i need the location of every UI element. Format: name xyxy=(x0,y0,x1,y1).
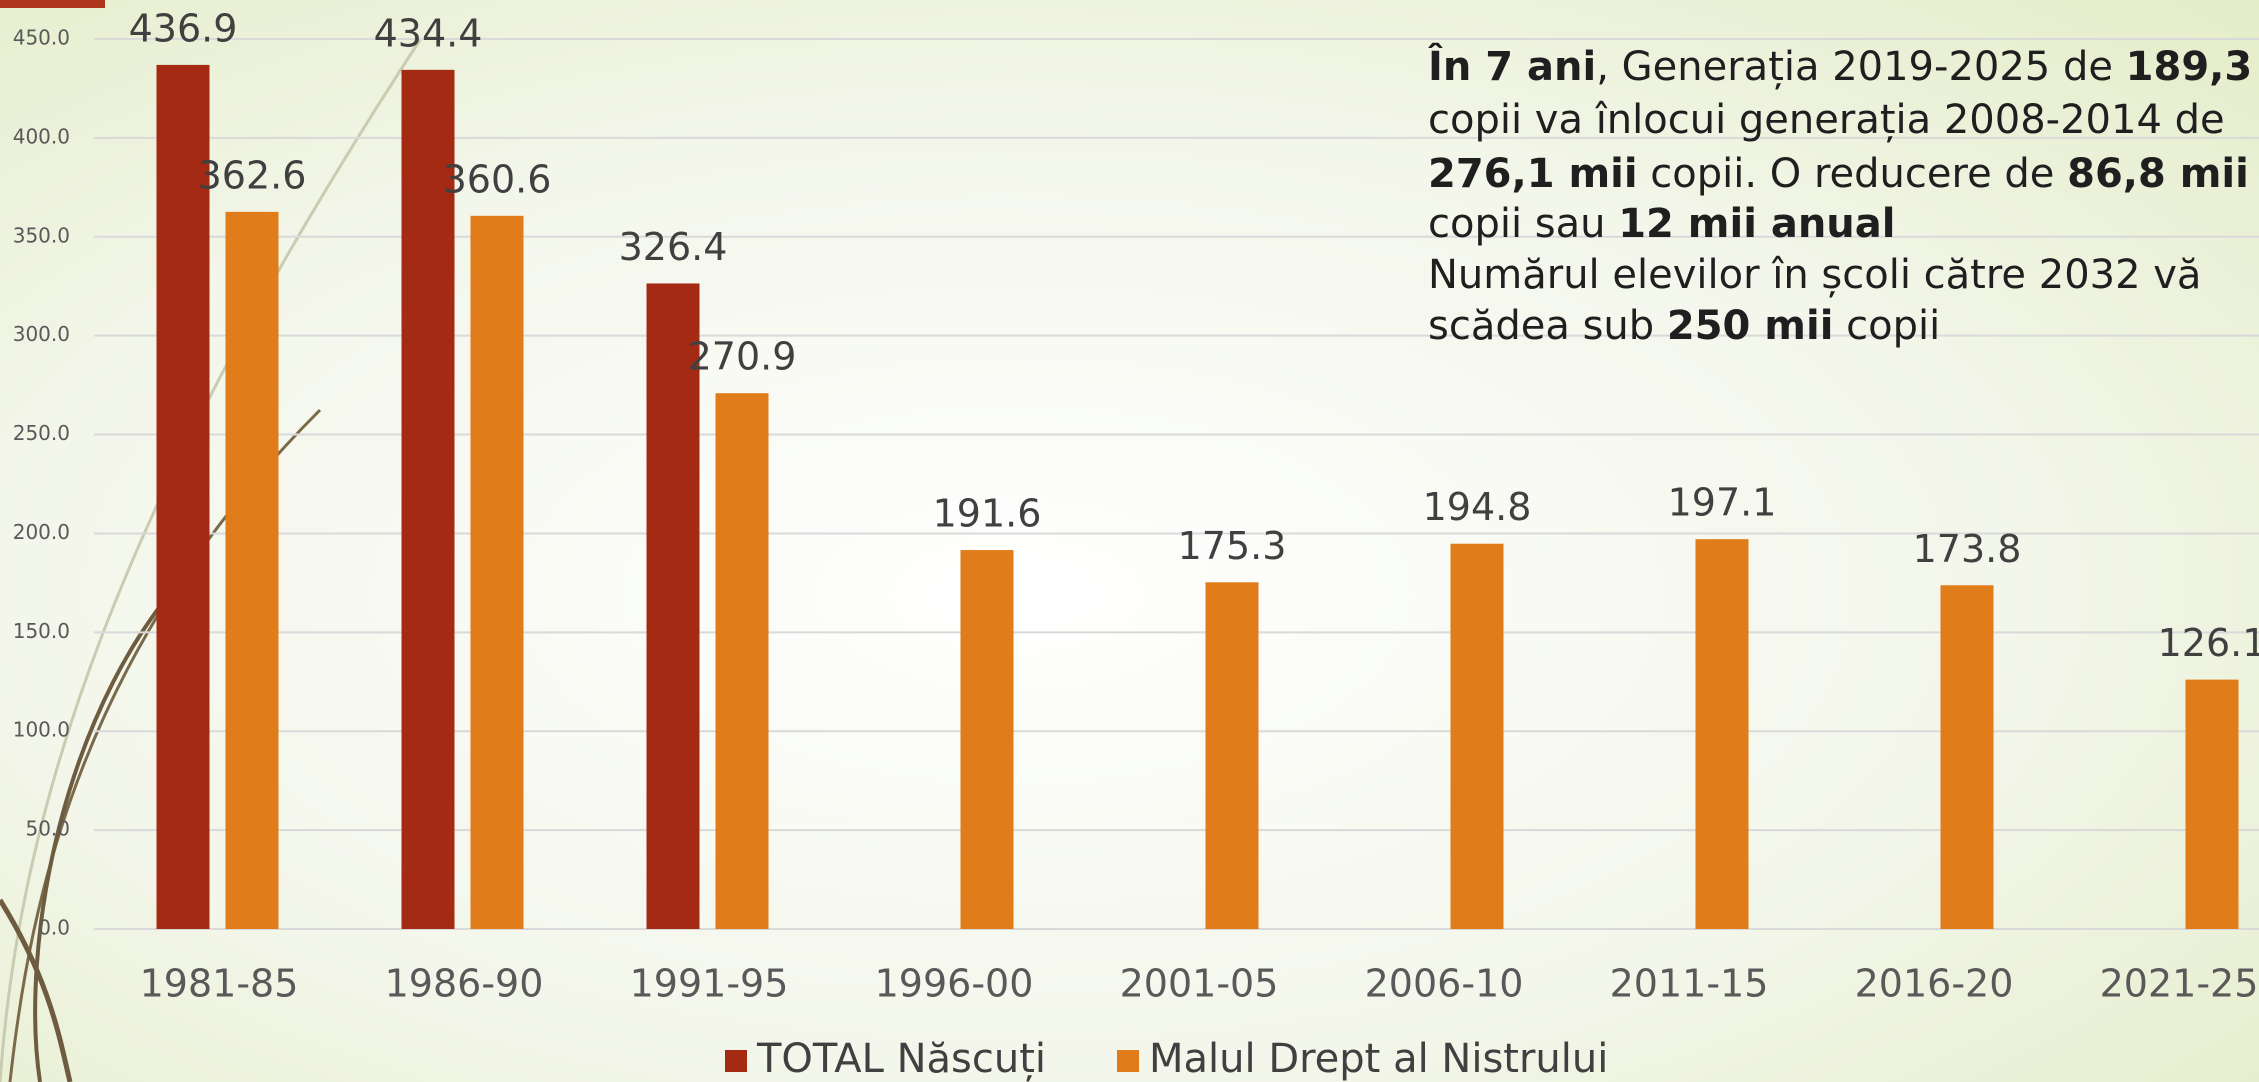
y-tick-label: 100.0 xyxy=(13,718,70,742)
data-label: 175.3 xyxy=(1178,524,1287,568)
annotation-line: 276,1 mii copii. O reducere de 86,8 mii xyxy=(1428,151,2249,197)
legend-label: Malul Drept al Nistrului xyxy=(1149,1036,1608,1082)
annotation-run: 12 mii anual xyxy=(1618,201,1895,247)
annotation-run: În 7 ani xyxy=(1428,42,1596,90)
data-label: 434.4 xyxy=(374,11,483,55)
data-label: 194.8 xyxy=(1423,485,1532,529)
decor-curve xyxy=(0,898,73,1082)
x-tick-label: 2006-10 xyxy=(1365,962,1524,1006)
x-tick-label: 2011-15 xyxy=(1610,962,1769,1006)
data-label: 173.8 xyxy=(1913,527,2022,571)
annotation-line: scădea sub 250 mii copii xyxy=(1428,303,1940,349)
annotation-line: În 7 ani, Generația 2019-2025 de 189,3 m… xyxy=(1428,42,2259,90)
data-label: 326.4 xyxy=(619,225,728,269)
bar xyxy=(401,69,455,929)
bar xyxy=(646,283,700,929)
annotation-run: 276,1 mii xyxy=(1428,151,1638,197)
data-label: 360.6 xyxy=(443,157,552,201)
annotation-run: copii xyxy=(1833,303,1940,349)
legend-swatch xyxy=(725,1050,747,1072)
y-tick-label: 450.0 xyxy=(13,26,70,50)
annotation-line: copii va înlocui generația 2008-2014 de xyxy=(1428,97,2225,143)
bar xyxy=(1205,582,1259,929)
annotation-run: , Generația 2019-2025 de xyxy=(1596,44,2125,90)
annotation-run: copii va înlocui generația 2008-2014 de xyxy=(1428,97,2225,143)
x-tick-label: 2021-25 xyxy=(2100,962,2259,1006)
x-tick-label: 1986-90 xyxy=(385,962,544,1006)
corner-tab xyxy=(0,0,105,8)
bar xyxy=(715,393,769,930)
y-tick-label: 400.0 xyxy=(13,124,70,148)
y-tick-label: 0.0 xyxy=(38,916,70,940)
y-tick-label: 150.0 xyxy=(13,619,70,643)
data-label: 126.1 xyxy=(2158,621,2259,665)
bar xyxy=(2185,679,2239,929)
data-label: 197.1 xyxy=(1668,481,1777,525)
annotation-run: 86,8 mii xyxy=(2067,151,2249,197)
annotation-run: Numărul elevilor în școli către 2032 vă xyxy=(1428,252,2201,298)
annotation-run: copii. O reducere de xyxy=(1638,151,2068,197)
data-label: 436.9 xyxy=(129,6,238,50)
decor-curve xyxy=(0,39,422,1082)
y-tick-label: 300.0 xyxy=(13,322,70,346)
x-tick-label: 2016-20 xyxy=(1855,962,2014,1006)
y-tick-label: 250.0 xyxy=(13,421,70,445)
bar xyxy=(470,215,524,929)
data-label: 191.6 xyxy=(933,492,1042,536)
x-tick-label: 1981-85 xyxy=(140,962,299,1006)
bar xyxy=(225,211,279,929)
bar xyxy=(156,64,210,930)
bar xyxy=(1940,585,1994,929)
annotation-run: scădea sub xyxy=(1428,303,1667,349)
bar xyxy=(1695,539,1749,929)
y-tick-label: 50.0 xyxy=(25,817,70,841)
annotation-line: Numărul elevilor în școli către 2032 vă xyxy=(1428,252,2201,298)
annotation-run: copii sau xyxy=(1428,201,1618,247)
x-tick-label: 1991-95 xyxy=(630,962,789,1006)
y-tick-label: 350.0 xyxy=(13,223,70,247)
legend-label: TOTAL Născuți xyxy=(756,1036,1046,1082)
bar xyxy=(1450,543,1504,929)
bar xyxy=(960,550,1014,929)
annotation-run: 250 mii xyxy=(1667,303,1834,349)
annotation-line: copii sau 12 mii anual xyxy=(1428,201,1895,247)
annotation-run: 189,3 mii xyxy=(2126,44,2259,90)
x-tick-label: 2001-05 xyxy=(1120,962,1279,1006)
data-label: 362.6 xyxy=(198,153,307,197)
data-label: 270.9 xyxy=(688,335,797,379)
legend-swatch xyxy=(1117,1050,1139,1072)
decor-curve xyxy=(33,558,202,1082)
x-tick-label: 1996-00 xyxy=(875,962,1034,1006)
y-tick-label: 200.0 xyxy=(13,520,70,544)
